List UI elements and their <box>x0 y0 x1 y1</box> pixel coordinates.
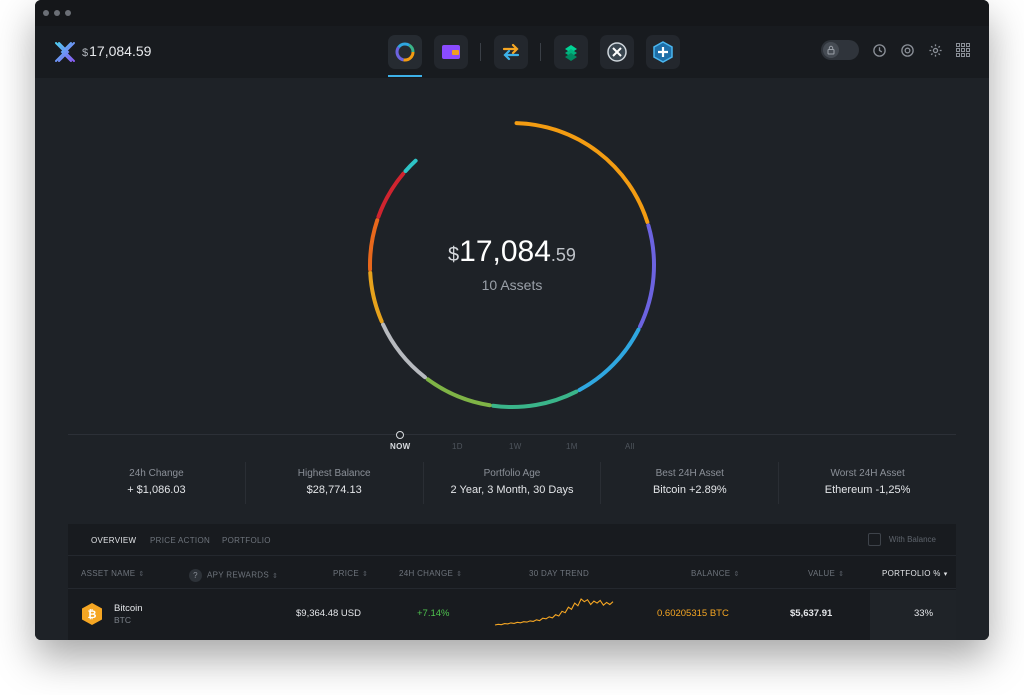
trend-sparkline <box>494 598 614 626</box>
sort-icon: ⇕ <box>271 572 279 580</box>
history-icon[interactable] <box>871 42 887 58</box>
donut-segment[interactable] <box>368 270 384 324</box>
col-30-day-trend: 30 DAY TREND <box>529 569 590 578</box>
timeline-track <box>68 434 956 435</box>
app-window: $17,084.59 <box>35 0 989 640</box>
range-1d[interactable]: 1D <box>452 442 463 451</box>
donut-segment[interactable] <box>403 158 418 174</box>
asset-value: $5,637.91 <box>790 608 833 619</box>
donut-segment[interactable] <box>381 322 427 380</box>
donut-segment[interactable] <box>637 223 656 329</box>
portfolio-donut[interactable] <box>362 115 662 415</box>
maximize-dot[interactable] <box>65 10 71 16</box>
wallet-app-button[interactable] <box>434 35 468 69</box>
portfolio-app-button[interactable] <box>388 35 422 77</box>
col-24h-change[interactable]: 24H CHANGE ⇕ <box>399 569 463 578</box>
portfolio-main: $17,084.59 10 Assets NOW 1D 1W 1M All 24… <box>35 78 989 640</box>
portfolio-total: $17,084.59 <box>448 235 576 268</box>
x-app-button[interactable] <box>600 35 634 69</box>
gear-icon[interactable] <box>927 42 943 58</box>
portfolio-ring-icon <box>395 42 415 62</box>
separator <box>540 43 541 61</box>
table-row[interactable]: ₿ Bitcoin BTC $9,364.48 USD +7.14% 0.602… <box>68 590 956 640</box>
tab-portfolio[interactable]: PORTFOLIO <box>222 536 271 545</box>
header-balance: $17,084.59 <box>82 43 152 59</box>
sort-icon: ⇕ <box>456 571 463 578</box>
stat-worst-asset: Worst 24H Asset Ethereum -1,25% <box>824 468 911 496</box>
asset-count: 10 Assets <box>481 277 543 293</box>
col-asset-name[interactable]: ASSET NAME ⇕ <box>81 569 145 578</box>
range-1w[interactable]: 1W <box>509 442 522 451</box>
grid-menu-icon[interactable] <box>955 42 971 58</box>
close-dot[interactable] <box>43 10 49 16</box>
col-value[interactable]: VALUE ⇕ <box>808 569 845 578</box>
tab-overview[interactable]: OVERVIEW <box>91 536 137 545</box>
top-bar: $17,084.59 <box>35 26 989 78</box>
with-balance-filter[interactable]: With Balance <box>867 533 936 546</box>
sparkline-path <box>494 598 614 626</box>
support-icon[interactable] <box>899 42 915 58</box>
donut-segment[interactable] <box>368 218 380 272</box>
asset-name: Bitcoin <box>114 603 143 614</box>
active-app-indicator <box>388 75 422 77</box>
asset-24h-change: +7.14% <box>417 608 450 619</box>
sort-icon: ⇕ <box>733 571 740 578</box>
separator <box>480 43 481 61</box>
with-balance-checkbox[interactable] <box>867 533 881 546</box>
donut-segment[interactable] <box>491 389 579 409</box>
col-portfolio-pct[interactable]: PORTFOLIO % ▾ <box>882 569 948 578</box>
donut-segment[interactable] <box>514 121 650 225</box>
window-controls <box>43 10 71 16</box>
stats-bar: 24h Change + $1,086.03 Highest Balance $… <box>68 462 956 504</box>
sorted-column-highlight <box>870 590 956 640</box>
donut-segment[interactable] <box>577 327 641 392</box>
lock-toggle[interactable] <box>821 40 859 60</box>
stat-24h-change: 24h Change + $1,086.03 <box>68 462 246 504</box>
donut-segment[interactable] <box>425 377 492 408</box>
stat-highest-balance: Highest Balance $28,774.13 <box>246 462 424 504</box>
asset-ticker: BTC <box>114 615 131 625</box>
bitcoin-icon: ₿ <box>82 603 102 625</box>
plus-hex-icon <box>653 41 673 63</box>
green-app-button[interactable] <box>554 35 588 69</box>
compound-icon <box>565 45 577 61</box>
range-1m[interactable]: 1M <box>566 442 578 451</box>
exchange-arrows-icon <box>502 43 520 61</box>
title-bar <box>35 0 989 26</box>
help-icon[interactable]: ? <box>189 569 202 582</box>
range-now[interactable]: NOW <box>390 442 411 451</box>
toolbar-right <box>821 40 971 60</box>
asset-tabs: OVERVIEW PRICE ACTION PORTFOLIO With Bal… <box>68 524 956 556</box>
plus-app-button[interactable] <box>646 35 680 69</box>
timeline-marker[interactable] <box>396 431 404 439</box>
sort-icon: ⇕ <box>361 571 369 578</box>
col-price[interactable]: PRICE ⇕ <box>333 569 369 578</box>
tab-price-action[interactable]: PRICE ACTION <box>150 536 211 545</box>
lock-icon <box>823 42 839 58</box>
wallet-icon <box>442 45 460 59</box>
sort-desc-icon: ▾ <box>943 571 948 578</box>
exchange-app-button[interactable] <box>494 35 528 69</box>
assets-panel: OVERVIEW PRICE ACTION PORTFOLIO With Bal… <box>68 524 956 640</box>
col-apy-rewards[interactable]: ? APY REWARDS ⇕ <box>189 569 278 582</box>
donut-segment[interactable] <box>376 171 406 219</box>
table-header: ASSET NAME ⇕ ? APY REWARDS ⇕ PRICE ⇕ 24H CHA… <box>68 557 956 589</box>
svg-text:₿: ₿ <box>88 609 97 621</box>
sort-icon: ⇕ <box>838 571 845 578</box>
x-circle-icon <box>607 42 627 62</box>
stat-portfolio-age: Portfolio Age 2 Year, 3 Month, 30 Days <box>424 462 602 504</box>
asset-price: $9,364.48 USD <box>296 608 361 619</box>
asset-balance: 0.60205315 BTC <box>657 608 729 619</box>
exodus-logo-icon[interactable] <box>53 40 77 64</box>
range-all[interactable]: All <box>625 442 635 451</box>
col-balance[interactable]: BALANCE ⇕ <box>691 569 740 578</box>
sort-icon: ⇕ <box>138 571 145 578</box>
asset-portfolio-pct: 33% <box>914 608 934 619</box>
stat-best-asset: Best 24H Asset Bitcoin +2.89% <box>601 462 780 504</box>
minimize-dot[interactable] <box>54 10 60 16</box>
